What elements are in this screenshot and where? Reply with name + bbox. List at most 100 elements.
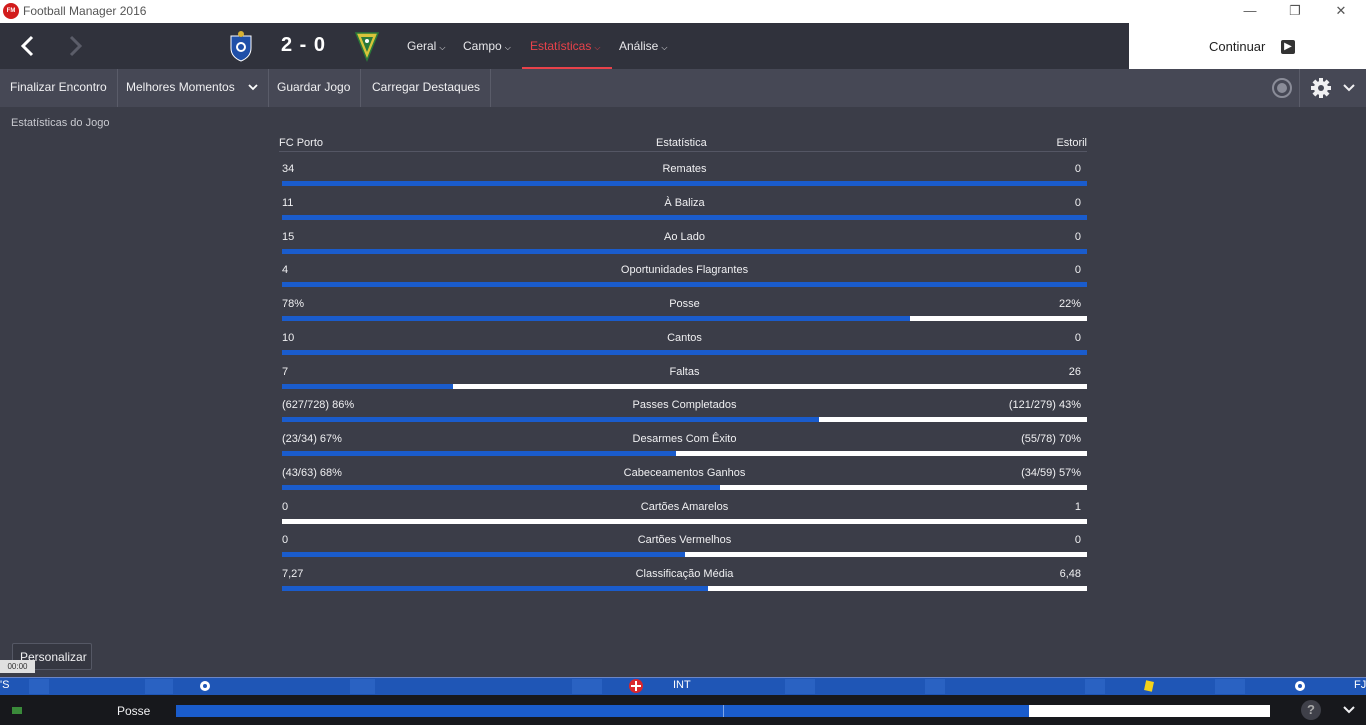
match-stats-table: FC Porto Estatística Estoril 34 Remates 0 1…	[279, 136, 1087, 591]
estoril-crest-icon[interactable]	[354, 30, 380, 62]
window-title: Football Manager 2016	[23, 4, 147, 18]
stat-row: 0 Cartões Vermelhos 0	[282, 528, 1087, 562]
stat-row: (23/34) 67% Desarmes Com Êxito (55/78) 70%	[282, 427, 1087, 461]
away-value: 1	[1074, 500, 1081, 513]
home-share-fill	[282, 484, 720, 490]
home-share-fill	[282, 282, 1087, 288]
stats-header: FC Porto Estatística Estoril	[279, 136, 1087, 152]
stat-row: 4 Oportunidades Flagrantes 0	[282, 258, 1087, 292]
home-value: 10	[282, 331, 295, 344]
menu-geral[interactable]: Geral ⌵	[407, 23, 445, 69]
chevron-down-icon	[248, 69, 258, 106]
stat-comparison-bar	[282, 248, 1087, 254]
away-value: 6,48	[1059, 568, 1081, 580]
record-icon[interactable]	[1268, 69, 1296, 107]
away-value: (34/59) 57%	[1021, 466, 1081, 479]
continue-arrow-icon: ▶	[1281, 40, 1295, 54]
close-button[interactable]: ✕	[1335, 3, 1347, 18]
stat-comparison-bar	[282, 349, 1087, 355]
away-value: 0	[1074, 264, 1081, 277]
goal-icon[interactable]	[1294, 680, 1306, 692]
possession-midline	[723, 705, 724, 717]
timeline-segment	[1085, 679, 1105, 694]
yellow-card-icon[interactable]	[1143, 680, 1155, 692]
stat-name: Cartões Vermelhos	[637, 534, 732, 547]
stat-comparison-bar	[282, 316, 1087, 321]
home-share-fill	[282, 451, 676, 456]
away-value: 0	[1074, 230, 1081, 243]
home-share-fill	[282, 417, 819, 423]
minimize-button[interactable]: —	[1243, 3, 1257, 18]
help-icon[interactable]: ?	[1301, 700, 1321, 720]
home-value: 34	[282, 163, 295, 175]
half-time-label: INT	[673, 679, 691, 691]
stat-name: Cantos	[667, 331, 702, 344]
section-title: Estatísticas do Jogo	[11, 117, 110, 129]
gear-icon[interactable]	[1308, 69, 1334, 107]
forward-arrow-icon[interactable]	[63, 34, 87, 58]
chevron-down-icon: ⌵	[504, 43, 511, 52]
flag-icon	[12, 707, 22, 714]
home-team-header: FC Porto	[279, 137, 324, 149]
away-value: 0	[1074, 331, 1081, 344]
chevron-down-icon: ⌵	[594, 43, 601, 52]
goal-icon[interactable]	[199, 680, 211, 692]
match-timeline[interactable]: 'S INT FJ	[0, 677, 1366, 695]
injury-icon[interactable]	[628, 678, 644, 694]
stat-row: 78% Posse 22%	[282, 292, 1087, 326]
match-toolbar: Finalizar Encontro Melhores Momentos Gua…	[0, 69, 1366, 107]
stat-comparison-bar	[282, 484, 1087, 490]
chevron-down-icon[interactable]	[1340, 69, 1358, 107]
stat-name: Ao Lado	[664, 230, 705, 243]
home-share-fill	[282, 181, 1087, 186]
stat-name: À Baliza	[664, 196, 705, 209]
save-game-button[interactable]: Guardar Jogo	[267, 69, 362, 107]
stat-column-header: Estatística	[656, 137, 707, 149]
stat-name: Classificação Média	[635, 568, 734, 580]
away-value: 26	[1068, 365, 1081, 378]
home-value: (627/728) 86%	[282, 399, 355, 412]
fc-porto-crest-icon[interactable]	[228, 30, 254, 62]
restore-button[interactable]: ❐	[1289, 3, 1301, 18]
stat-comparison-bar	[282, 451, 1087, 456]
timeline-segment	[1215, 679, 1245, 694]
stat-row: 10 Cantos 0	[282, 326, 1087, 360]
back-arrow-icon[interactable]	[16, 34, 40, 58]
home-value: 0	[282, 534, 289, 547]
stat-name: Faltas	[669, 365, 700, 378]
home-share-fill	[282, 248, 1087, 254]
stat-comparison-bar	[282, 181, 1087, 186]
stat-row: 11 À Baliza 0	[282, 191, 1087, 225]
menu-campo[interactable]: Campo ⌵	[463, 23, 511, 69]
highlights-dropdown-button[interactable]: Melhores Momentos	[116, 69, 270, 107]
stat-name: Cartões Amarelos	[640, 500, 729, 513]
stat-row: 0 Cartões Amarelos 1	[282, 495, 1087, 529]
home-share-fill	[282, 552, 685, 558]
continue-button[interactable]: Continuar ▶	[1129, 23, 1366, 69]
chevron-down-icon[interactable]	[1342, 701, 1356, 719]
stat-row: 34 Remates 0	[282, 157, 1087, 191]
possession-label: Posse	[117, 704, 151, 718]
home-share-fill	[282, 586, 708, 591]
timeline-segment	[350, 679, 375, 694]
stat-comparison-bar	[282, 417, 1087, 423]
menu-analise[interactable]: Análise ⌵	[619, 23, 667, 69]
home-share-fill	[282, 383, 453, 389]
away-value: 0	[1074, 196, 1081, 209]
away-value: 0	[1074, 163, 1081, 175]
home-value: (43/63) 68%	[282, 466, 342, 479]
home-value: 11	[282, 196, 294, 209]
home-share-fill	[282, 349, 1087, 355]
end-match-button[interactable]: Finalizar Encontro	[0, 69, 118, 107]
highlights-label: Melhores Momentos	[126, 80, 235, 94]
away-value: (121/279) 43%	[1008, 399, 1081, 412]
away-value: 22%	[1058, 298, 1081, 310]
load-highlights-button[interactable]: Carregar Destaques	[362, 69, 492, 107]
chevron-down-icon: ⌵	[439, 43, 446, 52]
timeline-segment	[785, 679, 815, 694]
continue-label: Continuar	[1209, 39, 1266, 54]
away-value: (55/78) 70%	[1021, 433, 1081, 445]
away-team-header: Estoril	[1056, 137, 1087, 149]
menu-estatisticas[interactable]: Estatísticas ⌵	[521, 23, 613, 69]
stat-comparison-bar	[282, 383, 1087, 389]
